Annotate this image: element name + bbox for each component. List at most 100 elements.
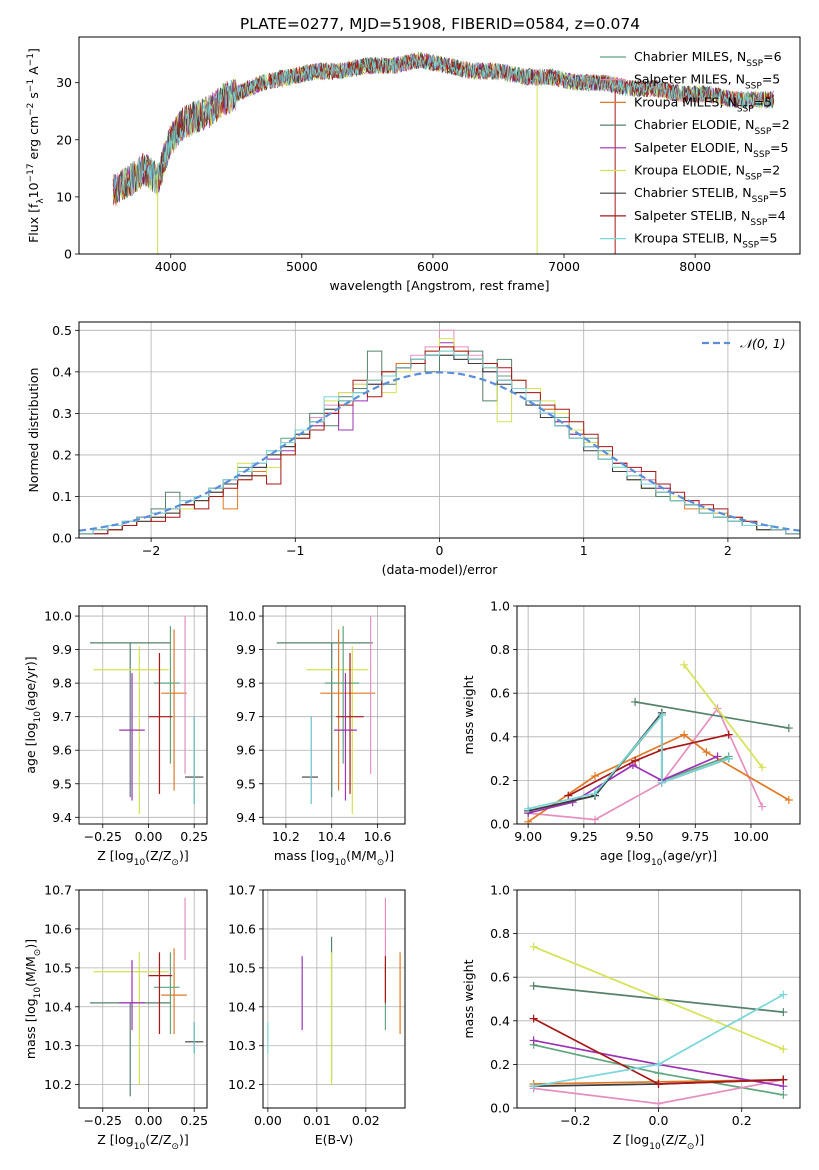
x-axis-label: age [log10(age/yr)] [600, 848, 717, 868]
plot-area [267, 897, 401, 1085]
y-tick-label: 9.8 [236, 676, 256, 691]
weight-line [683, 664, 763, 768]
legend-entry: Chabrier STELIB, NSSP=5 [634, 185, 787, 205]
y-axis-label: mass weight [461, 675, 476, 754]
weight-marker [590, 789, 599, 798]
y-tick-label: 30 [56, 75, 72, 90]
x-tick-label: 10.4 [318, 829, 346, 844]
plot-area [524, 660, 793, 824]
x-tick-label: 10.6 [364, 829, 392, 844]
weight-marker [524, 804, 533, 813]
weight-line [634, 701, 790, 729]
axes-frame [516, 605, 801, 825]
x-axis-label: wavelength [Angstrom, rest frame] [329, 278, 549, 293]
figure-title: PLATE=0277, MJD=51908, FIBERID=0584, z=0… [240, 15, 640, 33]
x-tick-label: 0.2 [732, 1113, 752, 1128]
weight-marker [654, 1080, 663, 1089]
legend: 𝒩(0, 1) [702, 336, 786, 351]
y-tick-label: 0.0 [52, 531, 72, 546]
weight-marker [713, 752, 722, 761]
x-axis-label: (data-model)/error [382, 562, 499, 577]
y-tick-label: 0.0 [490, 817, 510, 832]
y-tick-label: 9.6 [236, 743, 256, 758]
weight-marker [779, 990, 788, 999]
y-tick-label: 0.3 [52, 406, 72, 421]
weight-marker [758, 763, 767, 772]
plot-area [276, 616, 376, 814]
x-tick-label: 10.00 [733, 829, 769, 844]
x-tick-label: 0.02 [352, 1113, 380, 1128]
axes-frame [78, 605, 208, 825]
histogram-series [79, 350, 800, 538]
x-tick-label: 0 [436, 543, 444, 558]
plot-area [112, 51, 775, 254]
y-tick-label: 0.2 [52, 447, 72, 462]
x-axis-label: E(B-V) [315, 1132, 354, 1147]
x-tick-label: 9.50 [626, 829, 654, 844]
y-tick-label: 10.3 [44, 1038, 72, 1053]
weight-marker [654, 1099, 663, 1108]
y-tick-label: 0.1 [52, 489, 72, 504]
weight-line [533, 945, 784, 1050]
y-tick-label: 10 [56, 189, 72, 204]
y-tick-label: 10.6 [228, 921, 256, 936]
x-tick-label: −1 [286, 543, 304, 558]
y-axis-label: mass [log10(M/M⊙)] [23, 939, 43, 1059]
x-tick-label: 9.25 [570, 829, 598, 844]
y-tick-label: 10.5 [44, 960, 72, 975]
y-tick-label: 0.4 [52, 364, 72, 379]
histogram-series [79, 346, 800, 538]
weight-marker [529, 942, 538, 951]
weight-marker [779, 1008, 788, 1017]
panel-mass-vs-Z: −0.25 0.00 0.25 10.2 10.3 10.4 10.5 10.6 10.7 Z [… [23, 883, 208, 1153]
weight-marker [657, 778, 666, 787]
normal-curve [79, 371, 800, 532]
y-tick-label: 9.4 [236, 810, 256, 825]
legend-entry: Salpeter MILES, NSSP=5 [634, 72, 780, 92]
y-tick-label: 9.4 [52, 810, 72, 825]
y-tick-label: 1.0 [490, 883, 510, 898]
x-axis-label: mass [log10(M/M⊙)] [274, 848, 394, 868]
y-tick-label: 10.2 [228, 1077, 256, 1092]
y-tick-label: 10.4 [44, 999, 72, 1014]
weight-marker [758, 802, 767, 811]
x-tick-label: 9.75 [681, 829, 709, 844]
y-tick-label: 10.4 [228, 999, 256, 1014]
spectrum-line [112, 53, 774, 201]
y-tick-label: 9.7 [236, 709, 256, 724]
y-tick-label: 9.9 [52, 642, 72, 657]
weight-marker [654, 1060, 663, 1069]
y-tick-label: 9.7 [52, 709, 72, 724]
y-tick-label: 1.0 [490, 599, 510, 614]
y-tick-label: 10.0 [44, 609, 72, 624]
weight-marker [702, 748, 711, 757]
y-tick-label: 0.6 [490, 970, 510, 985]
y-tick-label: 0.4 [490, 729, 510, 744]
legend: Chabrier MILES, NSSP=6 Salpeter MILES, NS… [600, 49, 790, 251]
x-tick-label: 5000 [286, 259, 318, 274]
x-axis-label: Z [log10(Z/Z⊙)] [97, 848, 188, 868]
weight-marker [779, 1090, 788, 1099]
legend-entry: Kroupa ELODIE, NSSP=2 [634, 163, 780, 183]
y-axis-label: Normed distribution [26, 368, 41, 493]
weight-marker [564, 791, 573, 800]
y-tick-label: 10.3 [228, 1038, 256, 1053]
x-tick-label: 0.25 [180, 1113, 208, 1128]
y-tick-label: 0.8 [490, 926, 510, 941]
y-tick-label: 0.2 [490, 1057, 510, 1072]
weight-marker [529, 1082, 538, 1091]
x-tick-label: 10.2 [272, 829, 300, 844]
x-tick-label: 0.0 [649, 1113, 669, 1128]
y-tick-label: 9.9 [236, 642, 256, 657]
y-tick-label: 10.2 [44, 1077, 72, 1092]
weight-line [527, 710, 729, 812]
weight-marker [779, 1045, 788, 1054]
y-axis-label: mass weight [461, 959, 476, 1038]
y-tick-label: 9.5 [52, 776, 72, 791]
y-tick-label: 0 [64, 247, 72, 262]
y-tick-label: 9.5 [236, 776, 256, 791]
x-tick-label: 2 [724, 543, 732, 558]
y-tick-label: 0.4 [490, 1013, 510, 1028]
